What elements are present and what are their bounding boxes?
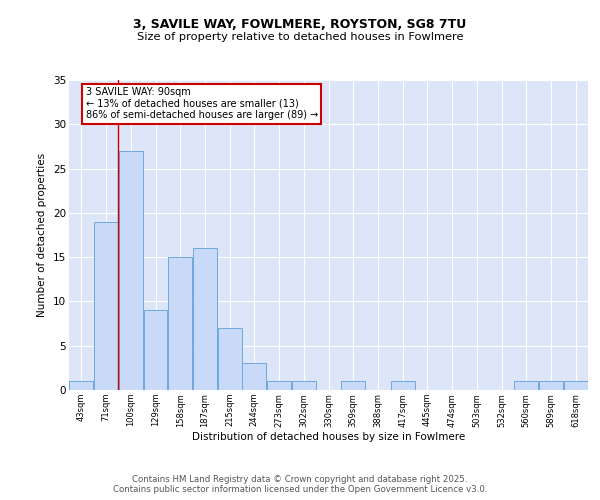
Text: 3 SAVILE WAY: 90sqm
← 13% of detached houses are smaller (13)
86% of semi-detach: 3 SAVILE WAY: 90sqm ← 13% of detached ho… bbox=[86, 87, 318, 120]
Bar bbox=[143, 310, 167, 390]
Text: Size of property relative to detached houses in Fowlmere: Size of property relative to detached ho… bbox=[137, 32, 463, 42]
Y-axis label: Number of detached properties: Number of detached properties bbox=[37, 153, 47, 317]
Bar bbox=[563, 381, 587, 390]
Bar bbox=[539, 381, 563, 390]
Bar bbox=[94, 222, 118, 390]
Text: Contains HM Land Registry data © Crown copyright and database right 2025.: Contains HM Land Registry data © Crown c… bbox=[132, 475, 468, 484]
Bar bbox=[341, 381, 365, 390]
Bar bbox=[119, 151, 143, 390]
Bar bbox=[242, 364, 266, 390]
X-axis label: Distribution of detached houses by size in Fowlmere: Distribution of detached houses by size … bbox=[192, 432, 465, 442]
Bar bbox=[267, 381, 291, 390]
Bar bbox=[168, 257, 192, 390]
Bar bbox=[70, 381, 94, 390]
Bar bbox=[292, 381, 316, 390]
Text: Contains public sector information licensed under the Open Government Licence v3: Contains public sector information licen… bbox=[113, 485, 487, 494]
Text: 3, SAVILE WAY, FOWLMERE, ROYSTON, SG8 7TU: 3, SAVILE WAY, FOWLMERE, ROYSTON, SG8 7T… bbox=[133, 18, 467, 30]
Bar bbox=[218, 328, 242, 390]
Bar bbox=[514, 381, 538, 390]
Bar bbox=[193, 248, 217, 390]
Bar bbox=[391, 381, 415, 390]
